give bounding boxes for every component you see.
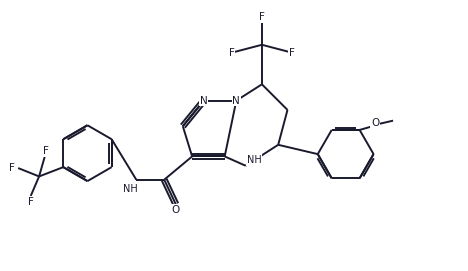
- Text: O: O: [371, 118, 380, 128]
- Text: F: F: [289, 48, 295, 58]
- Text: N: N: [233, 96, 240, 106]
- Text: F: F: [259, 12, 265, 22]
- Text: F: F: [43, 146, 49, 156]
- Text: NH: NH: [247, 155, 262, 165]
- Text: O: O: [172, 205, 180, 215]
- Text: F: F: [28, 197, 34, 207]
- Text: F: F: [9, 163, 15, 173]
- Text: NH: NH: [124, 184, 138, 194]
- Text: F: F: [229, 48, 234, 58]
- Text: N: N: [200, 96, 208, 106]
